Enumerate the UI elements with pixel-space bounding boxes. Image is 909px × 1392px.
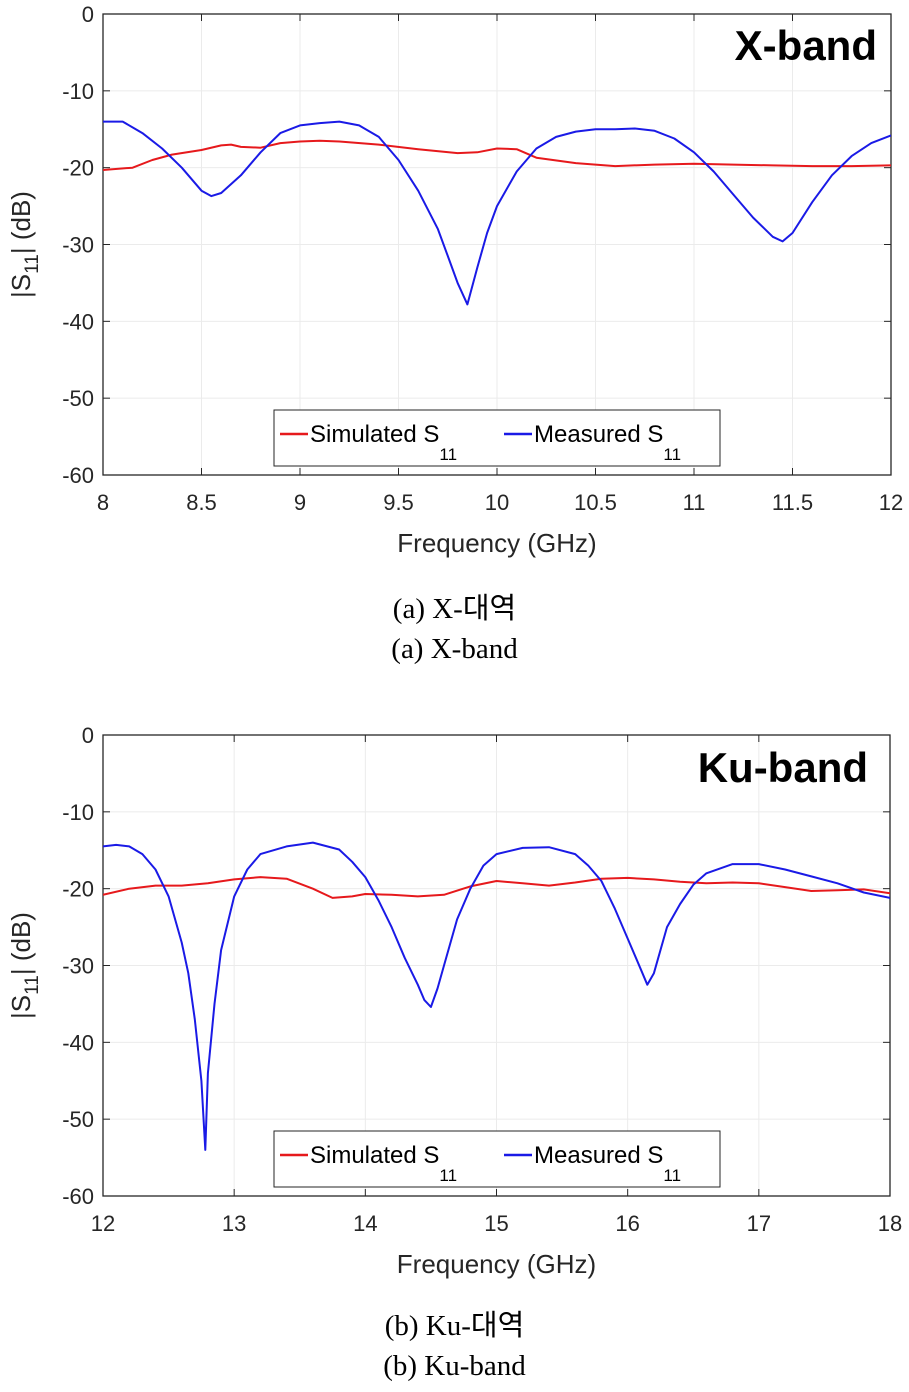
caption-a-korean: (a) X-대역: [392, 593, 517, 625]
caption-b-korean: (b) Ku-대역: [384, 1310, 525, 1342]
x-tick-label: 11: [683, 490, 706, 515]
x-tick-label: 9: [294, 490, 306, 515]
y-tick-label: -60: [62, 463, 94, 488]
y-tick-label: -10: [62, 79, 94, 104]
y-tick-label: -30: [62, 954, 94, 979]
x-tick-label: 13: [222, 1211, 246, 1236]
x-tick-label: 18: [878, 1211, 902, 1236]
y-axis-label: |S11| (dB): [6, 191, 43, 298]
band-annotation: Ku-band: [698, 744, 868, 791]
x-tick-label: 10.5: [574, 490, 617, 515]
x-tick-label: 12: [879, 490, 903, 515]
legend-entry: Simulated S11: [310, 1142, 457, 1185]
x-tick-label: 11.5: [772, 490, 813, 515]
ku-band-chart: 12 13 14 15 16 17 18 0 -10 -20 -30 -40 -50 -60 Frequen…: [6, 723, 902, 1279]
x-tick-label: 10: [485, 490, 509, 515]
y-tick-label: 0: [82, 723, 94, 748]
x-tick-label: 8: [97, 490, 109, 515]
legend-box: [273, 409, 721, 467]
x-axis-label: Frequency (GHz): [397, 1249, 596, 1279]
caption-b-english: (b) Ku-band: [383, 1350, 526, 1382]
x-tick-label: 17: [747, 1211, 771, 1236]
x-tick-label: 9.5: [383, 490, 414, 515]
caption-a-english: (a) X-band: [391, 633, 518, 665]
y-tick-label: -20: [62, 877, 94, 902]
x-tick-label: 8.5: [186, 490, 217, 515]
simulated-s11-line: [103, 876, 890, 899]
y-tick-label: -40: [62, 309, 94, 334]
y-axis-label: |S11| (dB): [6, 912, 43, 1019]
legend-entry: Measured S11: [534, 1142, 681, 1185]
legend-entry: Simulated S11: [310, 421, 457, 464]
measured-s11-line: [103, 841, 890, 1151]
band-annotation: X-band: [735, 22, 877, 69]
x-tick-label: 16: [615, 1211, 639, 1236]
y-tick-label: -50: [62, 386, 94, 411]
y-tick-label: 0: [82, 2, 94, 27]
measured-s11-line: [103, 120, 891, 306]
y-tick-label: -60: [62, 1184, 94, 1209]
x-axis-label: Frequency (GHz): [397, 528, 596, 558]
x-tick-label: 12: [91, 1211, 115, 1236]
legend-entry: Measured S11: [534, 421, 681, 464]
x-tick-label: 15: [484, 1211, 508, 1236]
legend-box: [273, 1130, 721, 1188]
y-tick-label: -50: [62, 1107, 94, 1132]
y-tick-label: -30: [62, 233, 94, 258]
x-tick-label: 14: [353, 1211, 377, 1236]
y-tick-label: -40: [62, 1030, 94, 1055]
x-band-chart: 8 8.5 9 9.5 10 10.5 11 11.5 12 0 -10 -20 -30 -40 -50 -6…: [6, 2, 903, 558]
y-tick-label: -10: [62, 800, 94, 825]
y-tick-label: -20: [62, 156, 94, 181]
